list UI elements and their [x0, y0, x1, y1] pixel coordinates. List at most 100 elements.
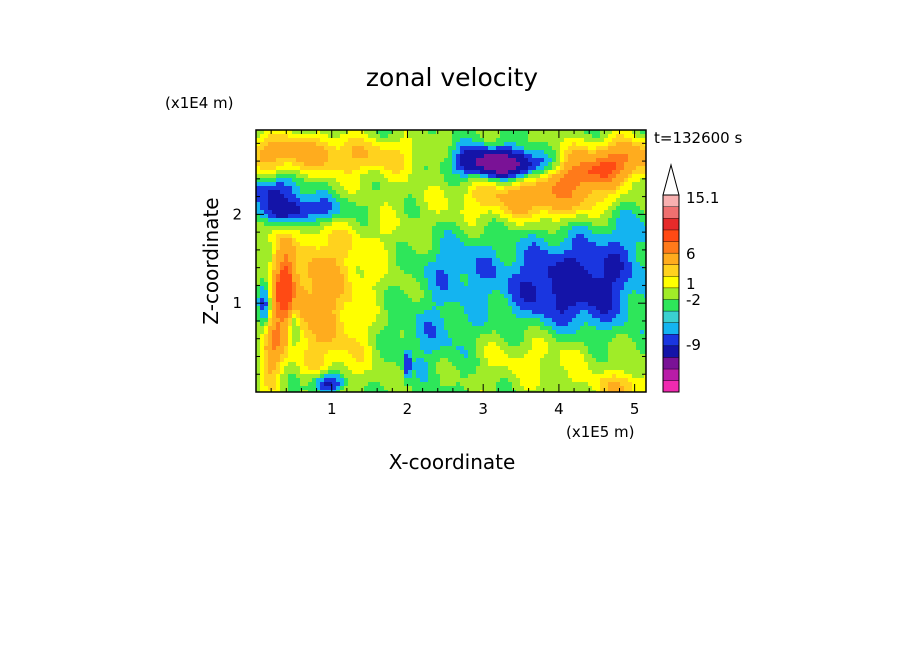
- field-cell: [492, 314, 497, 319]
- field-cell: [336, 294, 341, 299]
- field-cell: [368, 262, 373, 267]
- field-cell: [376, 186, 381, 191]
- field-cell: [352, 274, 357, 279]
- field-cell: [456, 246, 461, 251]
- field-cell: [512, 294, 517, 299]
- field-cell: [620, 138, 625, 143]
- field-cell: [640, 326, 645, 331]
- field-cell: [356, 210, 361, 215]
- field-cell: [268, 310, 273, 315]
- field-cell: [560, 182, 565, 187]
- field-cell: [404, 206, 409, 211]
- field-cell: [476, 166, 481, 171]
- field-cell: [644, 274, 647, 279]
- field-cell: [500, 322, 505, 327]
- field-cell: [488, 278, 493, 283]
- field-cell: [616, 302, 621, 307]
- field-cell: [340, 190, 345, 195]
- field-cell: [504, 266, 509, 271]
- field-cell: [544, 154, 549, 159]
- field-cell: [464, 254, 469, 259]
- field-cell: [640, 138, 645, 143]
- field-cell: [348, 202, 353, 207]
- field-cell: [392, 154, 397, 159]
- field-cell: [268, 198, 273, 203]
- field-cell: [496, 282, 501, 287]
- field-cell: [340, 246, 345, 251]
- field-cell: [452, 170, 457, 175]
- field-cell: [468, 298, 473, 303]
- field-cell: [468, 230, 473, 235]
- field-cell: [484, 230, 489, 235]
- field-cell: [400, 326, 405, 331]
- field-cell: [352, 230, 357, 235]
- field-cell: [532, 278, 537, 283]
- field-cell: [488, 294, 493, 299]
- field-cell: [584, 262, 589, 267]
- field-cell: [440, 134, 445, 139]
- field-cell: [540, 270, 545, 275]
- field-cell: [352, 222, 357, 227]
- field-cell: [384, 270, 389, 275]
- field-cell: [552, 162, 557, 167]
- field-cell: [504, 146, 509, 151]
- field-cell: [312, 214, 317, 219]
- field-cell: [608, 242, 613, 247]
- field-cell: [404, 170, 409, 175]
- field-cell: [604, 266, 609, 271]
- field-cell: [624, 146, 629, 151]
- field-cell: [632, 246, 637, 251]
- field-cell: [396, 222, 401, 227]
- field-cell: [296, 242, 301, 247]
- field-cell: [592, 162, 597, 167]
- field-cell: [428, 246, 433, 251]
- field-cell: [364, 270, 369, 275]
- field-cell: [524, 262, 529, 267]
- field-cell: [528, 154, 533, 159]
- field-cell: [536, 270, 541, 275]
- field-cell: [360, 218, 365, 223]
- field-cell: [360, 318, 365, 323]
- field-cell: [272, 234, 277, 239]
- field-cell: [456, 186, 461, 191]
- field-cell: [552, 146, 557, 151]
- field-cell: [576, 238, 581, 243]
- field-cell: [456, 258, 461, 263]
- field-cell: [332, 242, 337, 247]
- field-cell: [568, 214, 573, 219]
- field-cell: [424, 186, 429, 191]
- field-cell: [560, 238, 565, 243]
- field-cell: [400, 206, 405, 211]
- field-cell: [256, 178, 261, 183]
- field-cell: [536, 190, 541, 195]
- field-cell: [360, 214, 365, 219]
- field-cell: [456, 138, 461, 143]
- field-cell: [280, 162, 285, 167]
- field-cell: [572, 298, 577, 303]
- field-cell: [632, 290, 637, 295]
- field-cell: [280, 138, 285, 143]
- field-cell: [520, 230, 525, 235]
- field-cell: [620, 310, 625, 315]
- field-cell: [380, 262, 385, 267]
- field-cell: [344, 274, 349, 279]
- field-cell: [528, 206, 533, 211]
- field-cell: [560, 302, 565, 307]
- field-cell: [636, 142, 641, 147]
- field-cell: [544, 238, 549, 243]
- field-cell: [552, 306, 557, 311]
- field-cell: [552, 262, 557, 267]
- field-cell: [336, 286, 341, 291]
- field-cell: [556, 194, 561, 199]
- field-cell: [580, 298, 585, 303]
- field-cell: [440, 162, 445, 167]
- field-cell: [600, 234, 605, 239]
- field-cell: [432, 182, 437, 187]
- field-cell: [564, 286, 569, 291]
- field-cell: [624, 234, 629, 239]
- field-cell: [568, 162, 573, 167]
- field-cell: [396, 186, 401, 191]
- field-cell: [516, 302, 521, 307]
- field-cell: [588, 306, 593, 311]
- field-cell: [596, 246, 601, 251]
